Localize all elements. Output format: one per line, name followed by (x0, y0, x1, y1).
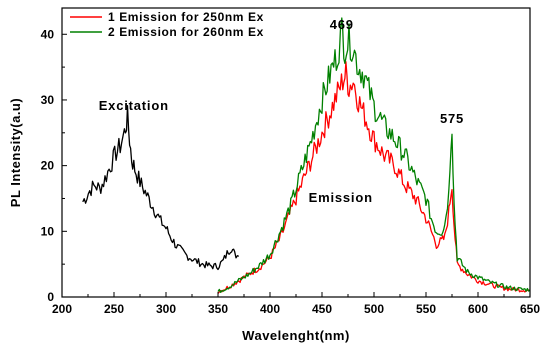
x-tick-label: 600 (468, 302, 488, 316)
y-tick-label: 40 (41, 27, 55, 41)
x-axis-title: Wavelenght(nm) (242, 328, 350, 343)
legend: 1 Emission for 250nm Ex2 Emission for 26… (70, 10, 264, 39)
x-tick-label: 550 (416, 302, 436, 316)
y-tick-label: 10 (41, 224, 55, 238)
x-tick-label: 200 (52, 302, 72, 316)
x-tick-label: 500 (364, 302, 384, 316)
x-axis-ticks: 200 250 300 350 400 450 500 550 600 650 (52, 292, 540, 316)
x-tick-label: 350 (208, 302, 228, 316)
emission-label: Emission (309, 190, 373, 205)
x-tick-label: 250 (104, 302, 124, 316)
plot-frame (61, 7, 531, 298)
legend-entry: 2 Emission for 260nm Ex (108, 25, 264, 39)
x-tick-label: 650 (520, 302, 540, 316)
peak-575-label: 575 (440, 111, 464, 126)
y-tick-label: 30 (41, 93, 55, 107)
y-axis-ticks: 0 10 20 30 40 (41, 27, 67, 304)
annotations: Excitation Emission 469 575 (99, 17, 464, 205)
legend-entry: 1 Emission for 250nm Ex (108, 10, 264, 24)
excitation-series-line (82, 104, 240, 271)
series-layer (82, 17, 531, 294)
excitation-label: Excitation (99, 98, 169, 113)
emission-250nm-series-line (217, 61, 531, 294)
y-tick-label: 0 (47, 290, 54, 304)
peak-469-label: 469 (330, 17, 354, 32)
x-tick-label: 450 (312, 302, 332, 316)
y-tick-label: 20 (41, 159, 55, 173)
x-tick-label: 300 (156, 302, 176, 316)
y-axis-title: PL Intensity(a.u) (8, 98, 23, 207)
emission-260nm-series-line (217, 17, 531, 293)
x-tick-label: 400 (260, 302, 280, 316)
